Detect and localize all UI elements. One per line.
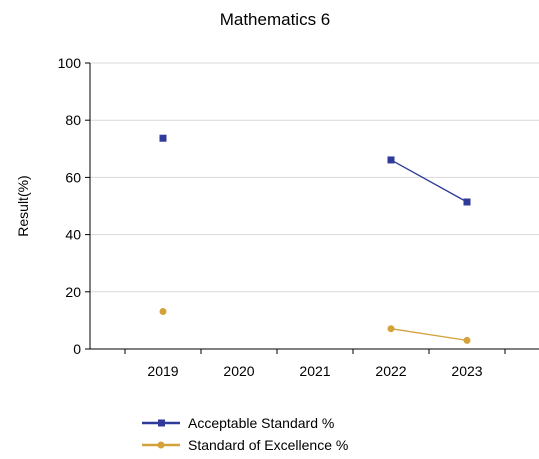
chart-title: Mathematics 6 [220, 10, 331, 29]
data-point [387, 325, 395, 333]
legend-label: Acceptable Standard % [188, 415, 334, 431]
gridlines [90, 62, 539, 293]
x-tick-label: 2023 [451, 363, 482, 379]
data-point [463, 198, 471, 206]
legend-item-1: Acceptable Standard % [142, 415, 334, 431]
series-2 [159, 308, 471, 344]
legend-swatch-marker [157, 441, 165, 449]
y-tick-label: 80 [65, 112, 81, 128]
y-axis: 0 20 40 60 80 100 [58, 55, 91, 357]
legend-item-2: Standard of Excellence % [142, 437, 348, 453]
legend: Acceptable Standard % Standard of Excelle… [142, 415, 348, 453]
series-1 [159, 134, 471, 206]
y-tick-label: 100 [58, 55, 82, 71]
y-axis-label: Result(%) [15, 175, 31, 236]
x-tick-label: 2021 [299, 363, 330, 379]
data-point [159, 134, 167, 142]
series-line-segment [390, 159, 468, 203]
x-tick-label: 2019 [147, 363, 178, 379]
legend-swatch-marker [158, 419, 165, 427]
legend-label: Standard of Excellence % [188, 437, 348, 453]
y-tick-label: 60 [65, 169, 81, 185]
x-tick-label: 2022 [375, 363, 406, 379]
y-tick-label: 40 [65, 227, 81, 243]
series-lines [159, 134, 471, 344]
x-tick-label: 2020 [223, 363, 254, 379]
y-tick-label: 20 [65, 284, 81, 300]
data-point [463, 336, 471, 344]
x-axis: 2019 2020 2021 2022 2023 [90, 348, 539, 379]
series-line-segment [390, 328, 468, 342]
y-tick-label: 0 [73, 341, 81, 357]
data-point [159, 308, 167, 316]
data-point [387, 156, 395, 164]
